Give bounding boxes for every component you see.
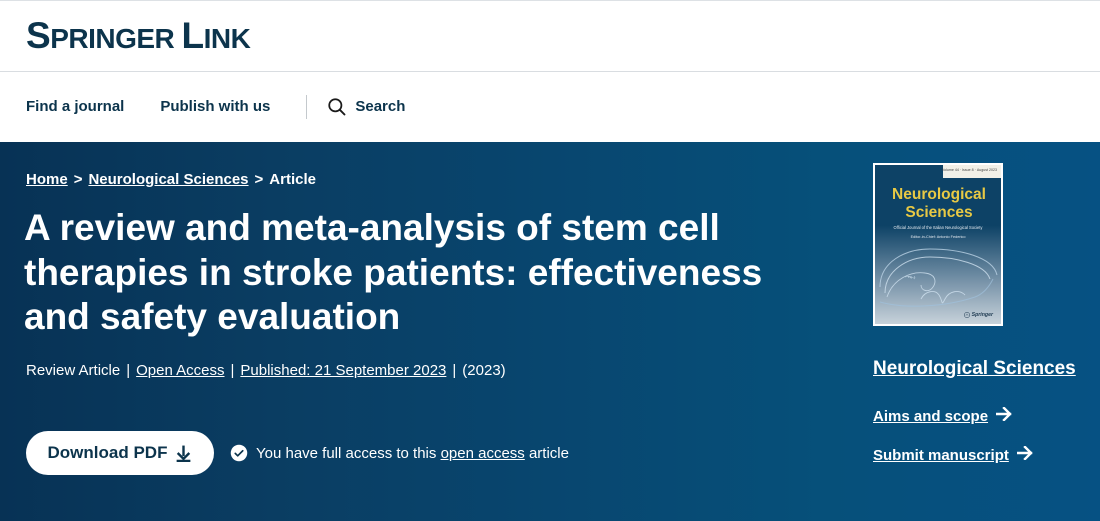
svg-text:Fig. 1: Fig. 1 <box>908 275 916 279</box>
